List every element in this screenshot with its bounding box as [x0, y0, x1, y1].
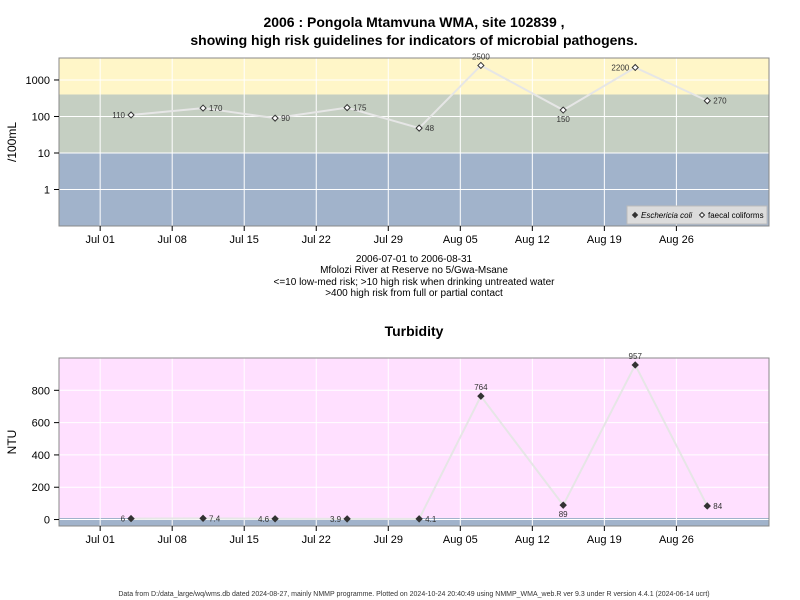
data-label: 150: [557, 115, 571, 124]
data-label: 110: [112, 111, 125, 120]
x-tick-label: Aug 19: [587, 234, 622, 246]
chart1-note-risk-drinking: <=10 low-med risk; >10 high risk when dr…: [274, 277, 556, 288]
data-point: [199, 514, 207, 523]
data-label: 170: [209, 104, 223, 113]
data-point: [477, 61, 485, 70]
x-tick-label: Jul 22: [302, 234, 331, 246]
data-label: 90: [281, 114, 290, 123]
data-label: 957: [629, 352, 643, 361]
chart1-note-daterange: 2006-07-01 to 2006-08-31: [356, 254, 473, 265]
y-tick-label: 200: [32, 482, 50, 494]
x-tick-label: Jul 08: [158, 534, 187, 546]
x-tick-label: Aug 26: [659, 234, 694, 246]
x-tick-label: Aug 05: [443, 234, 478, 246]
x-tick-label: Aug 12: [515, 234, 550, 246]
legend-ecoli-marker: [631, 211, 639, 219]
data-point: [271, 515, 279, 523]
y-tick-label: 400: [32, 450, 50, 462]
y-tick-label: 0: [44, 515, 50, 527]
x-tick-label: Aug 26: [659, 534, 694, 546]
data-point: [703, 97, 711, 105]
risk-band-1: [59, 94, 769, 153]
legend-ecoli-label: Eschericia coli: [641, 211, 692, 220]
data-label: 6: [121, 515, 126, 524]
x-tick-label: Jul 01: [85, 234, 114, 246]
y-axis-label: NTU: [5, 430, 19, 455]
data-point: [127, 514, 135, 523]
chart1-title-line2: showing high risk guidelines for indicat…: [190, 32, 637, 48]
data-point: [477, 392, 485, 400]
data-point: [199, 104, 207, 112]
risk-band-0: [59, 517, 769, 526]
chart1-note-risk-contact: >400 high risk from full or partial cont…: [325, 288, 503, 299]
data-label: 89: [559, 510, 568, 519]
data-point: [559, 501, 567, 509]
data-label: 7.4: [209, 514, 221, 523]
data-label: 3.9: [330, 515, 342, 524]
x-tick-label: Aug 19: [587, 534, 622, 546]
x-tick-label: Aug 12: [515, 534, 550, 546]
plot-frame: [58, 357, 770, 527]
x-tick-label: Jul 15: [230, 234, 259, 246]
legend-faecal-marker: [698, 211, 706, 219]
y-tick-label: 1000: [26, 75, 50, 87]
data-point: [343, 103, 351, 112]
data-point: [127, 111, 135, 119]
data-label: 175: [353, 104, 367, 113]
legend-faecal-label: faecal coliforms: [708, 211, 764, 220]
y-tick-label: 800: [32, 385, 50, 397]
data-point: [415, 515, 423, 523]
data-label: 84: [713, 502, 722, 511]
data-point: [343, 515, 351, 523]
x-tick-label: Jul 08: [158, 234, 187, 246]
x-tick-label: Jul 29: [374, 234, 403, 246]
chart2-title: Turbidity: [385, 323, 444, 339]
y-tick-label: 600: [32, 418, 50, 430]
x-tick-label: Aug 05: [443, 534, 478, 546]
y-tick-label: 100: [32, 111, 50, 123]
x-tick-label: Jul 29: [374, 534, 403, 546]
data-label: 4.6: [258, 515, 270, 524]
y-axis-label: /100mL: [5, 122, 19, 162]
turbidity-chart: 0 200 400 600 800 Jul 01 Jul 08 Jul 15 Jul 22 Jul…: [5, 352, 770, 546]
y-tick-label: 1: [44, 184, 50, 196]
plot-frame: [58, 57, 770, 227]
y-tick-label: 10: [38, 148, 50, 160]
data-label: 48: [425, 124, 434, 133]
risk-band-1: [59, 358, 769, 518]
risk-band-2: [59, 58, 769, 95]
x-tick-label: Jul 01: [85, 534, 114, 546]
data-point: [559, 106, 567, 114]
footer-text: Data from D:/data_large/wq/wms.db dated …: [118, 591, 709, 598]
data-point: [631, 63, 639, 72]
data-point: [415, 124, 423, 132]
data-label: 2200: [611, 63, 629, 72]
x-tick-label: Jul 22: [302, 534, 331, 546]
chart1-note-site: Mfolozi River at Reserve no 5/Gwa-Msane: [320, 265, 508, 276]
data-point: [703, 502, 711, 510]
x-tick-label: Jul 15: [230, 534, 259, 546]
data-label: 2500: [472, 52, 490, 61]
legend-box: [626, 205, 768, 225]
data-label: 270: [713, 97, 727, 106]
data-label: 764: [474, 383, 488, 392]
data-label: 4.1: [425, 515, 437, 524]
data-point: [631, 361, 639, 369]
data-point: [271, 114, 279, 122]
chart1-title-line1: 2006 : Pongola Mtamvuna WMA, site 102839…: [263, 14, 564, 30]
